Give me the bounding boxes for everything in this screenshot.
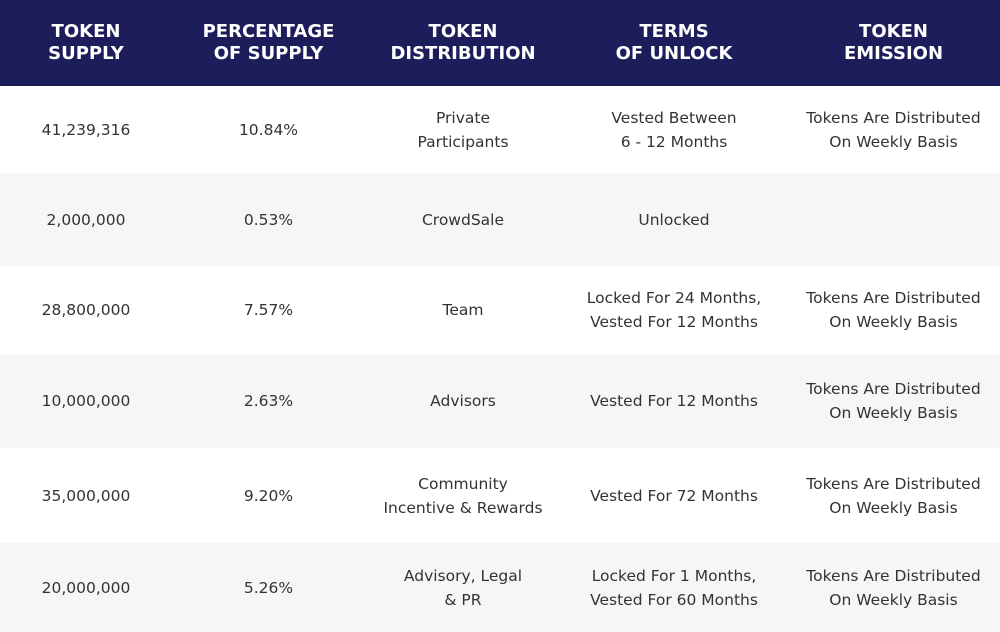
cell-text: 2.63% <box>243 392 294 410</box>
cell: Vested Between 6 - 12 Months <box>561 86 787 173</box>
cell: Tokens Are Distributed On Weekly Basis <box>787 354 1000 448</box>
cell-text: On Weekly Basis <box>829 404 958 422</box>
cell: Community Incentive & Rewards <box>365 448 561 543</box>
cell-text: Vested For 60 Months <box>590 590 758 609</box>
cell: 28,800,000 <box>0 266 172 354</box>
cell-text: Incentive & Rewards <box>383 498 543 517</box>
cell-text: Advisors <box>430 392 496 410</box>
cell: CrowdSale <box>365 173 561 266</box>
table-row: 2,000,000 0.53% CrowdSale Unlocked <box>0 173 1000 266</box>
cell: 41,239,316 <box>0 86 172 173</box>
cell-text: 10.84% <box>238 120 299 139</box>
header-text: TOKEN <box>428 21 498 42</box>
cell: Tokens Are Distributed On Weekly Basis <box>787 448 1000 543</box>
cell-text: Vested For 72 Months <box>590 486 758 505</box>
cell: Vested For 72 Months <box>561 448 787 543</box>
header-text: OF SUPPLY <box>213 43 324 64</box>
cell: 0.53% <box>172 173 365 266</box>
cell: TOKEN DISTRIBUTION <box>365 0 561 86</box>
cell-text: CrowdSale <box>421 210 505 229</box>
cell: Advisors <box>365 354 561 448</box>
table-row: 28,800,000 7.57% Team Locked For 24 Months,… <box>0 266 1000 354</box>
table-row: 41,239,316 10.84% Private Participants Veste… <box>0 86 1000 173</box>
cell-text: 7.57% <box>243 301 294 319</box>
cell-text: Tokens Are Distributed <box>806 566 981 585</box>
header-text: OF UNLOCK <box>615 43 733 64</box>
cell-text: Locked For 1 Months, <box>591 566 757 585</box>
cell-text: 20,000,000 <box>41 578 131 597</box>
cell-text: Vested Between <box>611 108 737 127</box>
cell: Tokens Are Distributed On Weekly Basis <box>787 543 1000 632</box>
cell-text: Tokens Are Distributed <box>806 474 981 493</box>
table-row: 35,000,000 9.20% Community Incentive & Rewa… <box>0 448 1000 543</box>
cell-text: Private <box>435 108 491 127</box>
header-text: TOKEN <box>51 21 121 42</box>
header-text: TERMS <box>639 21 709 42</box>
cell: TERMS OF UNLOCK <box>561 0 787 86</box>
cell: Locked For 1 Months, Vested For 60 Months <box>561 543 787 632</box>
cell: Tokens Are Distributed On Weekly Basis <box>787 86 1000 173</box>
header-text: EMISSION <box>843 43 944 64</box>
header-text: DISTRIBUTION <box>390 43 536 64</box>
table-row: 20,000,000 5.26% Advisory, Legal & PR Locked… <box>0 543 1000 632</box>
cell: Team <box>365 266 561 354</box>
cell-text: Unlocked <box>638 210 710 229</box>
cell: Advisory, Legal & PR <box>365 543 561 632</box>
header-row: TOKEN SUPPLY PERCENTAGE OF SUPPLY TOKEN DISTR… <box>0 0 1000 86</box>
cell-text: Tokens Are Distributed <box>806 380 981 398</box>
cell: TOKEN EMISSION <box>787 0 1000 86</box>
cell-text: Community <box>418 474 508 493</box>
header-text: TOKEN <box>859 21 928 42</box>
cell: 2,000,000 <box>0 173 172 266</box>
cell-text: Team <box>442 301 484 319</box>
cell: 10.84% <box>172 86 365 173</box>
cell: Tokens Are Distributed On Weekly Basis <box>787 266 1000 354</box>
cell: Private Participants <box>365 86 561 173</box>
cell-text: On Weekly Basis <box>829 590 958 609</box>
cell-text: 2,000,000 <box>46 210 126 229</box>
cell-text: 0.53% <box>243 210 294 229</box>
cell-text: 10,000,000 <box>41 392 131 410</box>
cell-text: On Weekly Basis <box>829 132 958 151</box>
cell-text: 6 - 12 Months <box>620 132 728 151</box>
cell-text: Advisory, Legal <box>403 566 523 585</box>
cell-text: 9.20% <box>243 486 294 505</box>
cell: TOKEN SUPPLY <box>0 0 172 86</box>
cell-text: Locked For 24 Months, <box>586 289 762 307</box>
cell: 5.26% <box>172 543 365 632</box>
cell: 7.57% <box>172 266 365 354</box>
cell-text: Vested For 12 Months <box>590 313 758 331</box>
cell-text: Tokens Are Distributed <box>806 108 981 127</box>
cell: Vested For 12 Months <box>561 354 787 448</box>
cell: 2.63% <box>172 354 365 448</box>
cell: 10,000,000 <box>0 354 172 448</box>
cell-text: 5.26% <box>243 578 294 597</box>
header-text: SUPPLY <box>48 43 124 64</box>
cell-text: 35,000,000 <box>41 486 131 505</box>
header-text: PERCENTAGE <box>202 21 335 42</box>
cell-text: On Weekly Basis <box>829 498 958 517</box>
cell: 9.20% <box>172 448 365 543</box>
cell: 35,000,000 <box>0 448 172 543</box>
cell: PERCENTAGE OF SUPPLY <box>172 0 365 86</box>
cell-text: Tokens Are Distributed <box>806 289 981 307</box>
cell-text: Vested For 12 Months <box>590 392 758 410</box>
cell-text: Participants <box>417 132 509 151</box>
table-row: 10,000,000 2.63% Advisors Vested For 12 Mon… <box>0 354 1000 448</box>
cell: Unlocked <box>561 173 787 266</box>
cell: 20,000,000 <box>0 543 172 632</box>
cell-text: 41,239,316 <box>41 120 131 139</box>
cell-text: 28,800,000 <box>41 301 131 319</box>
cell: Locked For 24 Months, Vested For 12 Month… <box>561 266 787 354</box>
cell-text: & PR <box>444 590 482 609</box>
cell <box>787 173 1000 266</box>
cell-text: On Weekly Basis <box>829 313 958 331</box>
